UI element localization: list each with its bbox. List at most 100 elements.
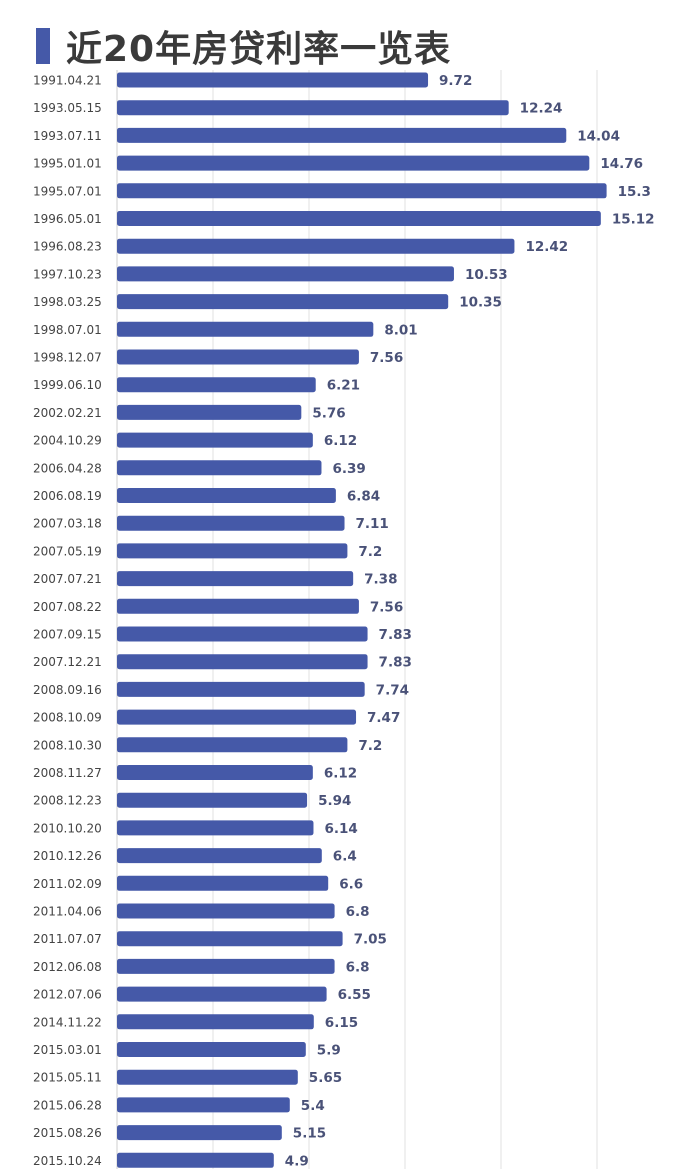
value-label: 12.42 (525, 239, 568, 255)
value-label: 5.4 (301, 1098, 325, 1114)
category-label: 1998.12.07 (33, 351, 102, 365)
value-label: 5.94 (318, 793, 351, 809)
bar (117, 155, 590, 171)
value-label: 10.35 (459, 295, 502, 311)
category-label: 1997.10.23 (33, 267, 102, 281)
bar (117, 875, 329, 891)
value-label: 6.39 (332, 461, 365, 477)
bar (117, 321, 374, 337)
bar (117, 737, 348, 753)
category-label: 1993.07.11 (33, 129, 102, 143)
value-label: 7.11 (356, 516, 389, 532)
bar (117, 488, 336, 503)
category-label: 2015.08.26 (33, 1126, 102, 1140)
chart-title: 近20年房贷利率一览表 (66, 29, 452, 70)
category-label: 2008.12.23 (33, 794, 102, 808)
bar (117, 349, 359, 365)
category-label: 2006.04.28 (33, 461, 102, 475)
value-label: 6.4 (333, 849, 357, 865)
category-label: 2015.03.01 (33, 1043, 102, 1057)
value-label: 12.24 (520, 101, 563, 117)
bar (117, 571, 354, 587)
category-label: 2010.10.20 (33, 821, 102, 835)
value-label: 9.72 (439, 73, 472, 89)
bar (117, 211, 601, 226)
value-label: 15.12 (612, 212, 655, 228)
bar (117, 460, 322, 476)
category-label: 2011.02.09 (33, 877, 102, 891)
bar (117, 931, 343, 947)
bar (117, 183, 607, 199)
bar (117, 820, 314, 836)
bar (117, 681, 365, 697)
category-label: 2008.11.27 (33, 766, 102, 780)
value-label: 6.6 (339, 876, 363, 892)
category-label: 1998.07.01 (33, 323, 102, 337)
bar (117, 1014, 314, 1030)
bar (117, 72, 429, 88)
value-label: 5.9 (317, 1043, 341, 1059)
category-label: 1996.05.01 (33, 212, 102, 226)
value-label: 7.56 (370, 599, 403, 615)
value-label: 5.76 (312, 405, 345, 421)
category-label: 2012.07.06 (33, 988, 102, 1002)
value-label: 15.3 (618, 184, 651, 200)
bar (117, 1069, 298, 1085)
value-label: 5.65 (309, 1070, 342, 1086)
value-label: 7.2 (358, 738, 382, 754)
category-label: 2007.03.18 (33, 517, 102, 531)
category-label: 1999.06.10 (33, 378, 102, 392)
value-label: 14.76 (600, 156, 643, 172)
category-label: 2006.08.19 (33, 489, 102, 503)
value-label: 7.83 (379, 627, 412, 643)
bar (117, 709, 357, 725)
category-label: 2012.06.08 (33, 960, 102, 974)
bar (117, 432, 313, 448)
category-label: 2015.06.28 (33, 1098, 102, 1112)
value-label: 4.9 (285, 1153, 309, 1169)
bar (117, 958, 335, 974)
category-label: 2007.08.22 (33, 600, 102, 614)
value-label: 7.05 (354, 932, 387, 948)
category-label: 1996.08.23 (33, 240, 102, 254)
value-label: 6.12 (324, 433, 357, 449)
category-label: 2008.10.09 (33, 711, 102, 725)
bar (117, 100, 509, 116)
category-label: 2015.10.24 (33, 1154, 102, 1168)
value-label: 7.83 (379, 655, 412, 671)
value-label: 6.14 (324, 821, 357, 837)
value-label: 5.15 (293, 1126, 326, 1142)
value-label: 7.47 (367, 710, 400, 726)
category-label: 2007.07.21 (33, 572, 102, 586)
category-label: 1998.03.25 (33, 295, 102, 309)
bar (117, 543, 348, 559)
value-label: 6.21 (327, 378, 360, 394)
value-label: 7.74 (376, 682, 409, 698)
chart-title-block: 近20年房贷利率一览表 (36, 22, 451, 70)
bar (117, 1152, 274, 1168)
category-label: 2008.09.16 (33, 683, 102, 697)
bar (117, 1097, 290, 1113)
category-label: 2010.12.26 (33, 849, 102, 863)
bar (117, 1125, 282, 1141)
bar (117, 903, 335, 919)
bar (117, 654, 368, 670)
category-label: 1995.01.01 (33, 157, 102, 171)
category-label: 2007.09.15 (33, 628, 102, 642)
value-label: 10.53 (465, 267, 508, 283)
bar (117, 238, 515, 254)
value-label: 7.38 (364, 572, 397, 588)
bar (117, 626, 368, 642)
value-label: 14.04 (577, 128, 620, 144)
value-label: 6.8 (346, 959, 370, 975)
category-label: 1991.04.21 (33, 74, 102, 88)
bar (117, 1042, 306, 1057)
value-label: 6.8 (346, 904, 370, 920)
category-label: 1993.05.15 (33, 101, 102, 115)
category-label: 2011.07.07 (33, 932, 102, 946)
bar (117, 127, 567, 143)
value-label: 6.55 (338, 987, 371, 1003)
category-label: 1995.07.01 (33, 184, 102, 198)
category-label: 2014.11.22 (33, 1015, 102, 1029)
